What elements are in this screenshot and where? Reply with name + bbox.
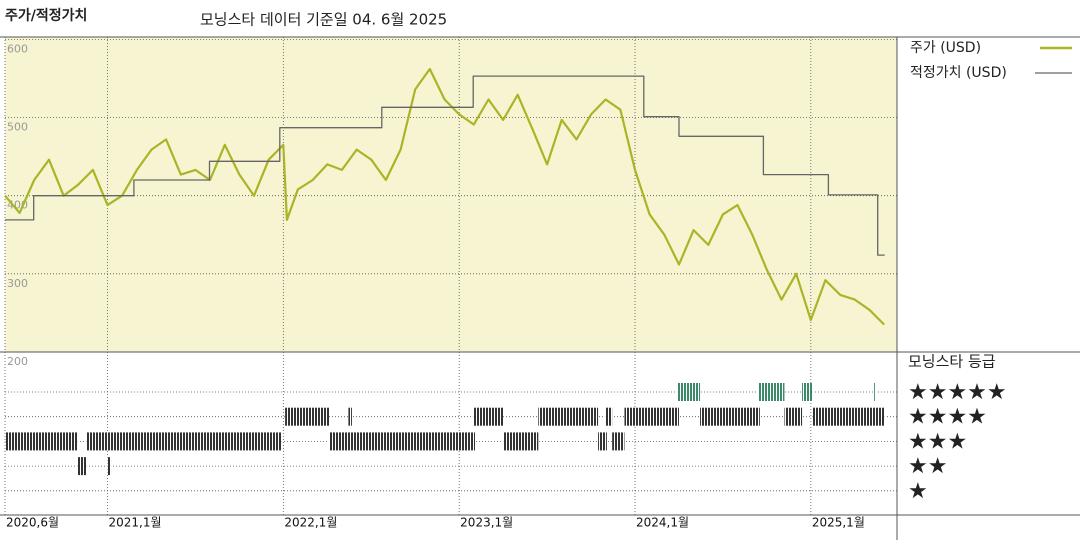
rating-bar — [5, 432, 78, 451]
plot-background — [5, 37, 897, 352]
rating-bar — [874, 383, 876, 401]
rating-bar — [329, 432, 476, 451]
fair-value-line — [5, 75, 885, 256]
y-tick-label: 300 — [7, 277, 28, 290]
rating-bar — [538, 407, 599, 426]
rating-label: ★★★ — [908, 429, 967, 454]
rating-bar — [677, 383, 701, 401]
rating-label: ★★ — [908, 454, 947, 479]
chart-subtitle: 모닝스타 데이터 기준일 04. 6월 2025 — [200, 11, 447, 29]
rating-bar — [86, 432, 282, 451]
rating-bar — [503, 432, 539, 451]
x-tick-label: 2020,6월 — [6, 516, 59, 530]
y-tick-label: 200 — [7, 355, 28, 368]
rating-bar — [758, 383, 785, 401]
rating-bar — [624, 407, 679, 426]
x-tick-label: 2024,1월 — [636, 516, 689, 530]
rating-bar — [77, 457, 87, 476]
x-tick-label: 2022,1월 — [284, 516, 337, 530]
legend-label: 주가 (USD) — [910, 40, 981, 56]
rating-title: 모닝스타 등급 — [908, 353, 996, 371]
rating-bar — [348, 407, 352, 426]
x-tick-label: 2021,1월 — [109, 516, 162, 530]
chart-title: 주가/적정가치 — [5, 7, 87, 24]
rating-bar — [612, 432, 625, 451]
rating-bar — [598, 432, 607, 451]
rating-label: ★★★★ — [908, 405, 987, 430]
rating-bar — [812, 407, 885, 426]
rating-label: ★ — [908, 479, 928, 504]
legend-label: 적정가치 (USD) — [910, 65, 1007, 81]
rating-bar — [285, 407, 330, 426]
y-tick-label: 500 — [7, 121, 28, 134]
y-tick-label: 600 — [7, 42, 28, 55]
x-tick-label: 2025,1월 — [812, 516, 865, 530]
rating-bar — [802, 383, 813, 401]
price-line — [4, 67, 885, 326]
rating-bar — [784, 407, 803, 426]
rating-bar — [473, 407, 504, 426]
rating-bar — [700, 407, 760, 426]
rating-bar — [605, 407, 613, 426]
rating-bar — [107, 457, 112, 476]
x-tick-label: 2023,1월 — [460, 516, 513, 530]
rating-label: ★★★★★ — [908, 380, 1007, 405]
